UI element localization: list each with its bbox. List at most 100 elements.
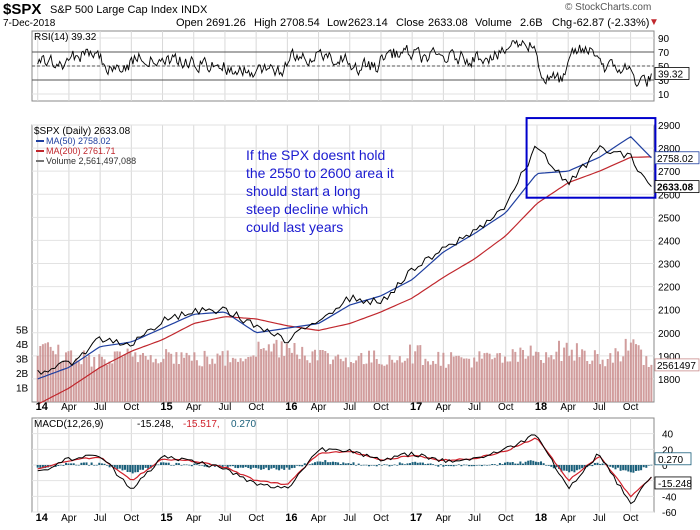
volume-bar: [195, 360, 198, 402]
rsi-tick-label: 30: [658, 76, 670, 87]
volume-bar: [429, 364, 432, 402]
macd-x-tick-label: 16: [285, 512, 297, 524]
macd-histogram-bar: [203, 465, 206, 467]
macd-histogram-bar: [609, 465, 612, 467]
volume-bar: [142, 353, 144, 402]
volume-bar: [427, 361, 429, 402]
volume-bar: [44, 343, 47, 402]
change-down-icon: ▼: [649, 17, 659, 28]
volume-bar: [355, 360, 358, 402]
macd-x-tick-label: 17: [410, 512, 422, 524]
macd-x-tick-label: Apr: [186, 513, 202, 524]
volume-bar: [231, 357, 234, 402]
macd-histogram-bar: [622, 465, 625, 471]
macd-x-tick-label: Oct: [498, 513, 514, 524]
volume-bar: [545, 352, 548, 402]
macd-histogram-bar: [262, 465, 265, 470]
volume-bar: [373, 350, 376, 402]
macd-histogram-bar: [334, 462, 337, 465]
volume-bar: [599, 364, 601, 402]
volume-bar: [534, 351, 537, 402]
volume-bar: [411, 363, 414, 402]
macd-histogram-bar: [501, 464, 504, 465]
volume-bar: [529, 345, 532, 402]
macd-histogram-bar: [229, 465, 232, 467]
macd-histogram-bar: [524, 461, 527, 465]
volume-bar: [624, 338, 627, 402]
macd-histogram-bar: [72, 463, 75, 465]
volume-bar: [504, 356, 506, 402]
macd-histogram-bar: [190, 465, 193, 467]
volume-bar: [270, 351, 273, 402]
macd-histogram-bar: [385, 464, 388, 466]
volume-bar: [296, 354, 299, 402]
volume-tick-label: 3B: [16, 355, 29, 366]
volume-bar: [113, 351, 116, 402]
macd-histogram-bar: [642, 465, 645, 468]
volume-bar: [455, 355, 458, 402]
volume-bar: [555, 351, 558, 402]
macd-histogram-bar: [324, 460, 327, 465]
volume-bar: [396, 360, 399, 402]
volume-bar: [314, 349, 316, 402]
volume-bar: [524, 358, 527, 402]
volume-bar: [452, 356, 455, 402]
macd-histogram-bar: [326, 462, 329, 465]
macd-histogram-bar: [637, 465, 640, 471]
volume-bar: [583, 350, 586, 402]
chart-header: $SPX S&P 500 Large Cap Index INDX 7-Dec-…: [0, 0, 700, 30]
volume-bar: [640, 349, 643, 402]
volume-bar: [491, 359, 494, 402]
volume-bar: [365, 363, 368, 402]
volume-bar: [326, 353, 329, 402]
volume-bar: [90, 366, 93, 402]
macd-histogram-bar: [188, 464, 191, 466]
volume-bar: [424, 358, 427, 402]
volume-bar: [226, 350, 229, 402]
macd-x-tick-label: Apr: [560, 513, 576, 524]
macd-histogram-bar: [493, 464, 496, 465]
macd-histogram-bar: [542, 463, 545, 465]
macd-histogram-bar: [619, 465, 622, 471]
macd-histogram-bar: [290, 465, 293, 469]
volume-bar: [516, 361, 519, 402]
rsi-tick-label: 10: [658, 90, 670, 101]
volume-bar: [75, 358, 78, 402]
macd-histogram-bar: [498, 463, 501, 465]
price-x-tick-label: Oct: [498, 402, 514, 413]
price-x-tick-label: 15: [160, 401, 172, 413]
price-tick-label: 2200: [658, 283, 681, 294]
macd-x-tick-label: 14: [36, 512, 49, 524]
volume-bar: [460, 357, 463, 402]
volume-bar: [501, 362, 504, 402]
macd-histogram-bar: [118, 465, 121, 469]
volume-bar: [172, 363, 175, 402]
macd-histogram-bar: [491, 464, 494, 465]
macd-histogram-bar: [478, 464, 481, 466]
macd-histogram-bar: [555, 465, 558, 468]
volume-bar: [111, 363, 114, 402]
volume-bar: [93, 357, 96, 402]
macd-histogram-bar: [116, 465, 119, 470]
macd-histogram-bar: [234, 465, 237, 468]
volume-bar: [442, 352, 445, 402]
volume-bar: [324, 351, 327, 402]
volume-bar: [642, 365, 645, 402]
macd-x-tick-label: Jul: [343, 513, 356, 524]
price-x-tick-label: Oct: [623, 402, 639, 413]
macd-histogram-bar: [486, 465, 489, 466]
annotation-line: the 2550 to 2600 area it: [246, 165, 394, 181]
volume-bar: [183, 357, 186, 402]
legend-entry: Volume 2,561,497,088: [46, 156, 136, 166]
volume-bar: [262, 348, 265, 402]
volume-bar: [378, 363, 381, 402]
price-tick-label: 2900: [658, 121, 681, 132]
macd-histogram-bar: [180, 465, 183, 466]
macd-histogram-bar: [352, 462, 355, 465]
ohlc-open-label: Open: [176, 17, 203, 29]
stockcharts-branding: © StockCharts.com: [565, 2, 652, 13]
volume-bar: [563, 347, 566, 402]
volume-bar: [249, 356, 252, 402]
macd-histogram-bar: [419, 462, 422, 465]
macd-histogram-bar: [67, 463, 70, 465]
